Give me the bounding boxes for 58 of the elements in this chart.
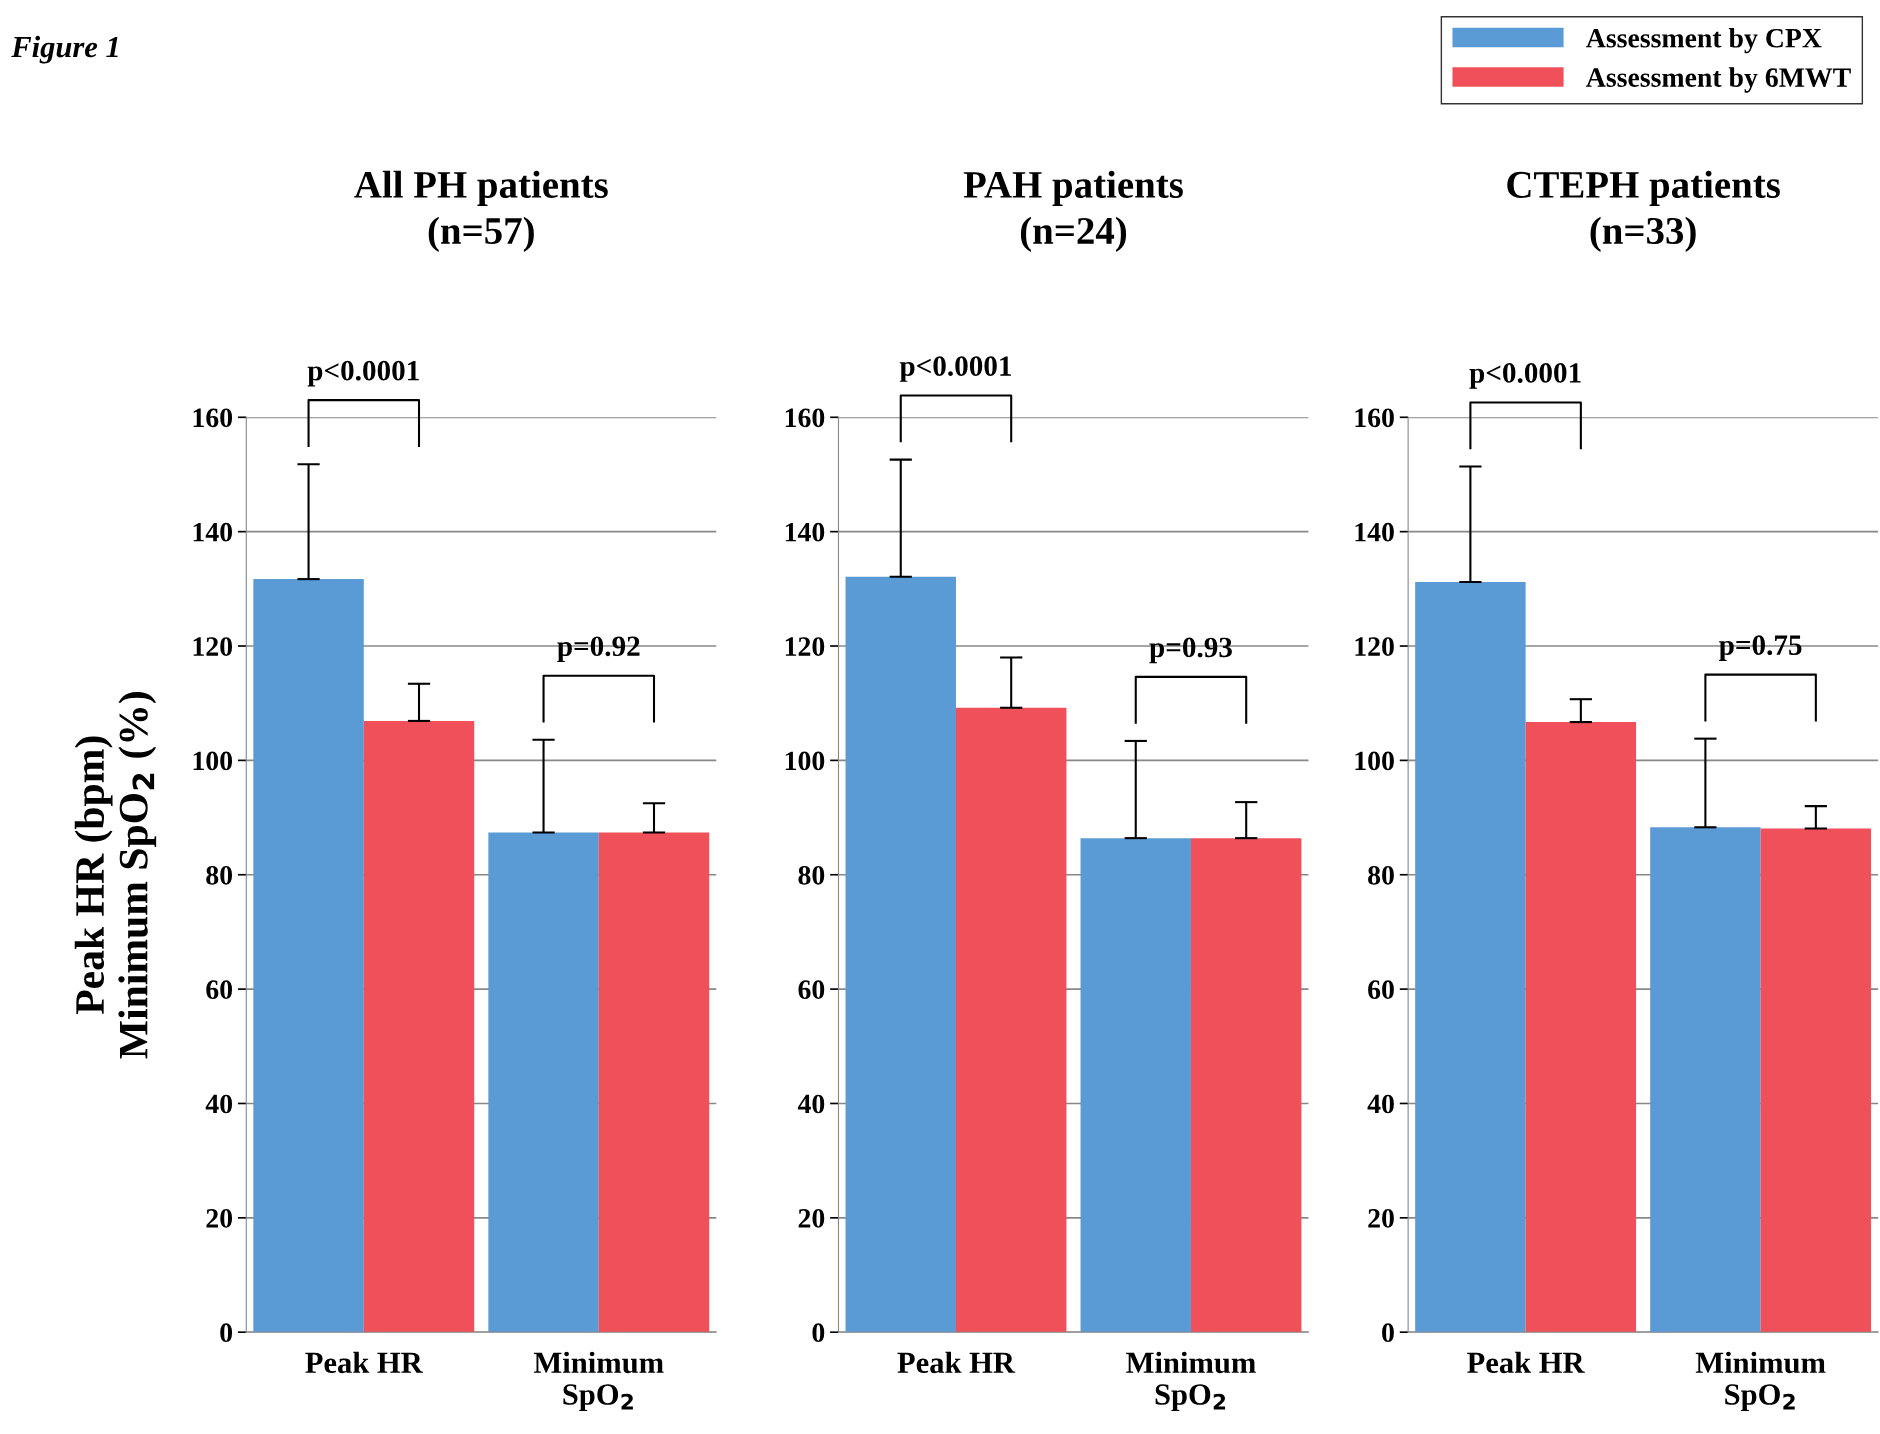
bar [488, 832, 599, 1333]
y-tick-label: 160 [193, 408, 233, 428]
x-tick-label: Peak HR [897, 1351, 1016, 1374]
y-tick-label: 120 [193, 637, 233, 656]
y-tick-label: 120 [1355, 637, 1394, 656]
bar [1650, 827, 1761, 1333]
y-tick-label: 0 [812, 1323, 825, 1343]
y-axis-title: Peak HR (bpm) Minimum SpO$_{2}$ (%) [74, 692, 157, 1059]
bar [955, 707, 1067, 1333]
y-tick-label: 60 [1368, 980, 1394, 1000]
y-tick-label: 60 [798, 980, 825, 1000]
y-tick-label: 80 [206, 865, 233, 885]
y-tick-label: 40 [797, 1094, 825, 1114]
annotation: p=0.75 [1719, 635, 1802, 661]
legend-label: Assessment by 6MWT [1586, 67, 1851, 93]
bar [1190, 838, 1302, 1333]
y-tick-label: 80 [1368, 865, 1394, 885]
text: p<0.0001 [1469, 363, 1581, 389]
y-tick-label: 0 [1382, 1323, 1394, 1343]
y-tick-label: 40 [1367, 1094, 1394, 1114]
bar [1080, 838, 1191, 1333]
x-tick-label: Peak HR [305, 1351, 424, 1374]
y-tick-label: 20 [1368, 1208, 1394, 1228]
bar [1760, 828, 1872, 1333]
x-tick-label: Minimum SpO$_{2}$ [533, 1351, 664, 1412]
x-tick-label: Minimum SpO$_{2}$ [1126, 1351, 1256, 1412]
bar [845, 576, 956, 1333]
y-tick-label: 60 [206, 980, 233, 1000]
y-tick-label: 20 [798, 1208, 825, 1228]
annotation: p=0.92 [557, 636, 640, 663]
bar [363, 720, 475, 1333]
text: p<0.0001 [307, 360, 419, 387]
chart-title: CTEPH patients (n=33) [1507, 170, 1780, 252]
y-tick-label: 160 [785, 408, 825, 428]
y-tick-label: 140 [785, 522, 825, 542]
y-tick-label: 40 [205, 1094, 233, 1114]
y-tick-label: 20 [206, 1208, 233, 1228]
bar [1415, 581, 1526, 1333]
y-tick-label: 100 [193, 751, 233, 771]
y-tick-label: 100 [1355, 751, 1394, 771]
chart-title: All PH patients (n=57) [354, 170, 608, 252]
y-tick-label: 100 [785, 751, 825, 771]
y-tick-label: 120 [785, 637, 825, 656]
x-tick-label: Peak HR [1467, 1351, 1585, 1374]
y-tick-label: 0 [220, 1323, 233, 1343]
x-tick-label: Minimum SpO$_{2}$ [1695, 1351, 1826, 1412]
y-tick-label: 80 [798, 865, 825, 885]
bar [1525, 722, 1637, 1333]
annotation: p=0.93 [1149, 637, 1232, 664]
y-tick-label: 140 [193, 522, 233, 542]
y-tick-label: 140 [1355, 522, 1394, 542]
text: p<0.0001 [899, 356, 1011, 382]
legend-label: Assessment by CPX [1586, 28, 1822, 54]
bar [598, 832, 710, 1333]
bar [253, 579, 364, 1333]
caption: Figure 1 [11, 35, 118, 64]
y-tick-label: 160 [1355, 408, 1394, 428]
chart-title: PAH patients (n=24) [963, 170, 1183, 252]
